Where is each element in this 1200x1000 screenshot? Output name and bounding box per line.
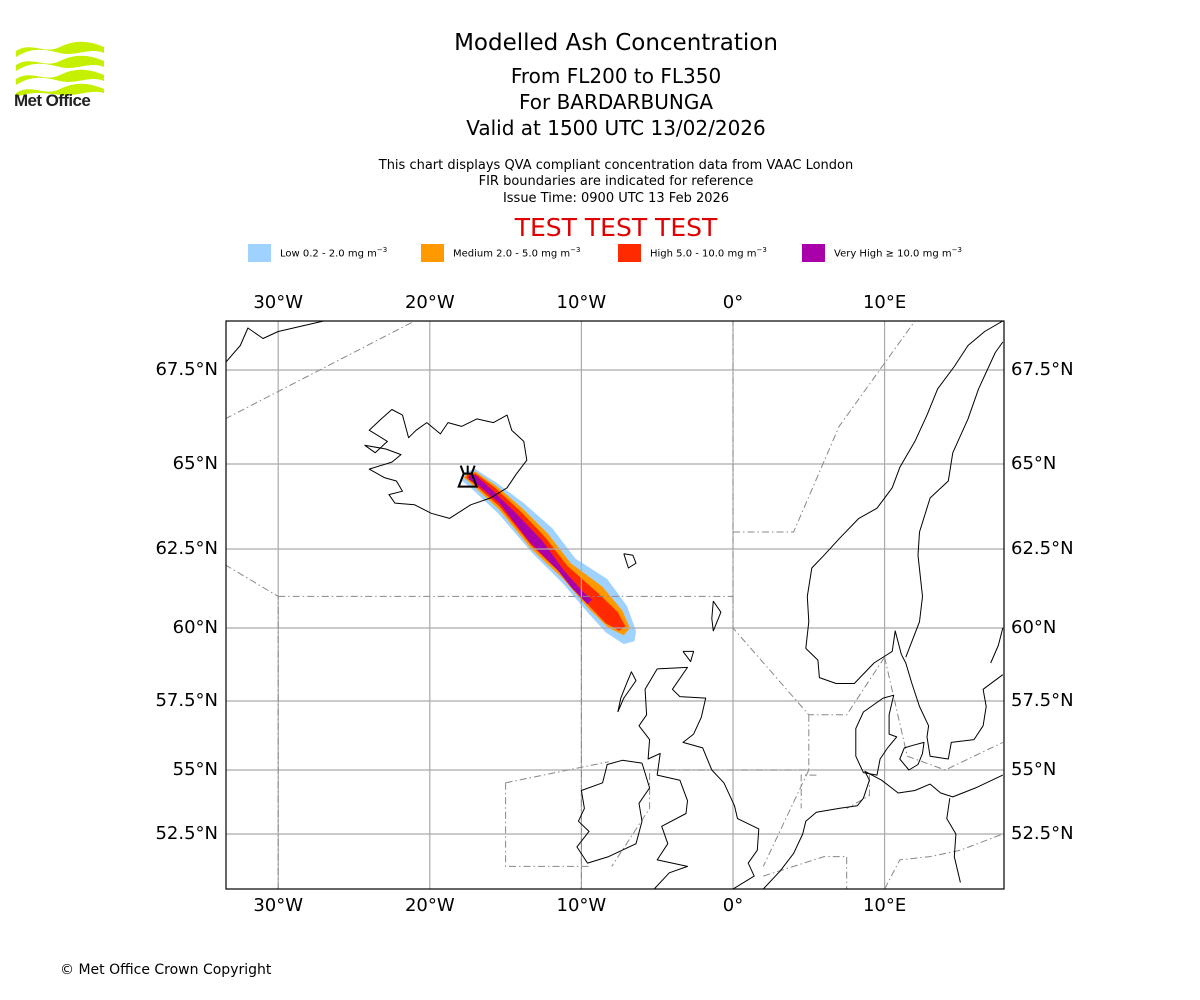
coastlines [226, 321, 1004, 889]
fir-boundary-line [846, 775, 870, 809]
coastline [899, 741, 925, 771]
plume-very-high [468, 474, 592, 605]
lon-tick-label-top: 10°W [556, 292, 607, 313]
lat-tick-label-right: 67.5°N [1011, 359, 1074, 380]
legend-label-medium: Medium 2.0 - 5.0 mg m [453, 248, 571, 260]
fir-boundary-line [226, 321, 415, 419]
lat-tick-label-right: 57.5°N [1011, 690, 1074, 711]
coastline [638, 666, 760, 889]
coastline [805, 321, 1004, 649]
coastline [711, 600, 722, 632]
legend-swatch-medium [421, 244, 444, 262]
lat-tick-label-left: 67.5°N [155, 359, 218, 380]
ash-plume [460, 469, 636, 645]
lon-tick-label-bottom: 30°W [253, 895, 304, 916]
met-office-logo-icon [16, 41, 104, 97]
lat-tick-label-right: 55°N [1011, 759, 1057, 780]
lat-tick-label-left: 52.5°N [155, 823, 218, 844]
legend-item-high: High 5.0 - 10.0 mg m−3 [618, 244, 767, 262]
lat-tick-label-right: 62.5°N [1011, 538, 1074, 559]
lat-tick-label-right: 65°N [1011, 453, 1057, 474]
fir-note: FIR boundaries are indicated for referen… [478, 174, 754, 189]
valid-time: Valid at 1500 UTC 13/02/2026 [466, 116, 766, 140]
coastline [623, 553, 637, 569]
lat-tick-label-left: 57.5°N [155, 690, 218, 711]
graticule [226, 321, 1004, 889]
lon-tick-label-bottom: 20°W [404, 895, 455, 916]
lat-tick-label-right: 60°N [1011, 617, 1057, 638]
fir-boundaries [226, 321, 1004, 889]
coastline [682, 650, 695, 663]
legend-swatch-very-high [802, 244, 825, 262]
fir-boundary-line [505, 761, 609, 784]
lon-tick-label-bottom: 10°E [862, 895, 907, 916]
coastline [226, 321, 324, 363]
legend-exp: −3 [756, 246, 767, 255]
test-banner: TEST TEST TEST [514, 213, 718, 242]
legend-item-low: Low 0.2 - 2.0 mg m−3 [248, 244, 387, 262]
coastline [576, 759, 651, 864]
fir-boundary-line [733, 321, 916, 533]
fir-boundary-line [226, 564, 279, 889]
legend-item-very-high: Very High ≥ 10.0 mg m−3 [802, 244, 962, 262]
fir-boundary-line [278, 321, 734, 597]
legend-swatch-low [248, 244, 271, 262]
legend-exp: −3 [570, 246, 581, 255]
coastline [364, 409, 528, 519]
lat-tick-label-left: 62.5°N [155, 538, 218, 559]
legend-label-very-high: Very High ≥ 10.0 mg m [834, 248, 952, 260]
copyright: © Met Office Crown Copyright [60, 962, 272, 978]
lat-tick-label-right: 52.5°N [1011, 823, 1074, 844]
chart-title: Modelled Ash Concentration [454, 30, 778, 56]
legend-label-low: Low 0.2 - 2.0 mg m [280, 248, 377, 260]
fir-boundary-line [884, 657, 1004, 771]
legend-exp: −3 [951, 246, 962, 255]
fir-boundary-line [611, 714, 810, 867]
legend-exp: −3 [376, 246, 388, 255]
legend-item-medium: Medium 2.0 - 5.0 mg m−3 [421, 244, 580, 262]
lat-tick-label-left: 60°N [172, 617, 218, 638]
fir-boundary-line [763, 856, 848, 889]
coastline [805, 630, 1004, 760]
lon-tick-label-top: 30°W [253, 292, 304, 313]
issue-time: Issue Time: 0900 UTC 13 Feb 2026 [502, 191, 730, 206]
lon-tick-label-top: 10°E [862, 292, 907, 313]
volcano-symbol [457, 465, 479, 488]
coastline [617, 671, 637, 713]
fir-boundary-line [762, 769, 810, 867]
volcano-name: For BARDARBUNGA [518, 90, 714, 114]
coastline [990, 627, 1004, 664]
fir-boundary-line [505, 782, 589, 867]
lon-tick-label-top: 20°W [404, 292, 455, 313]
lon-tick-label-top: 0° [722, 292, 744, 313]
coastline [905, 341, 1004, 658]
lat-tick-label-left: 55°N [172, 759, 218, 780]
data-source-note: This chart displays QVA compliant concen… [378, 158, 854, 173]
lon-tick-label-bottom: 0° [722, 895, 744, 916]
lon-tick-label-bottom: 10°W [556, 895, 607, 916]
volcano-icon [457, 465, 479, 488]
lat-tick-label-left: 65°N [172, 453, 218, 474]
legend-swatch-high [618, 244, 641, 262]
coastline [855, 694, 898, 776]
fir-boundary-line [884, 833, 1003, 889]
legend-label-high: High 5.0 - 10.0 mg m [650, 248, 757, 260]
map-frame [225, 320, 1005, 890]
logo-text: Met Office [14, 91, 91, 110]
coastline [946, 798, 961, 883]
fir-boundary-line [800, 774, 817, 809]
coastline [762, 770, 1004, 889]
flight-level-range: From FL200 to FL350 [510, 64, 722, 88]
